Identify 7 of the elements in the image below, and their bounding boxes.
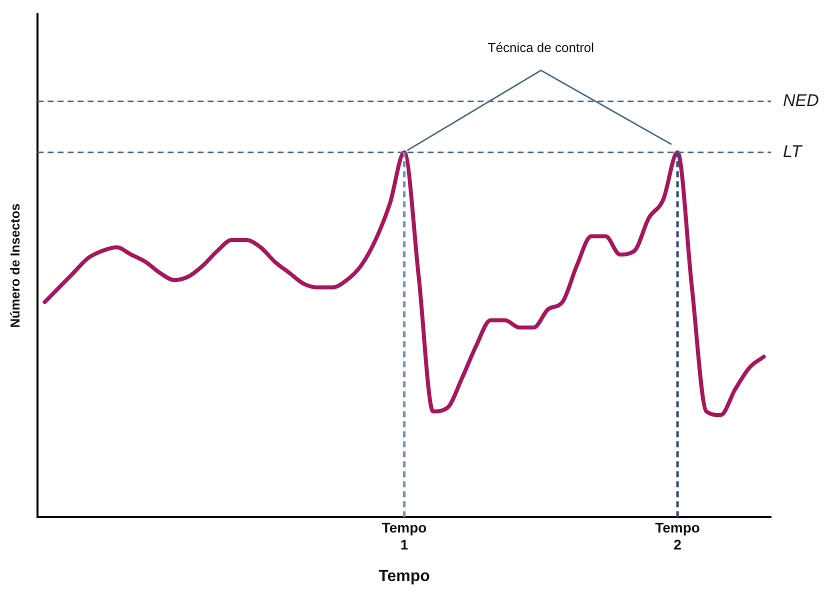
ref-line-label: LT xyxy=(783,142,804,162)
x-tick-label: Tempo 1 xyxy=(382,519,427,552)
x-axis-title: Tempo xyxy=(378,568,430,585)
y-axis-title: Número de Insectos xyxy=(7,203,22,328)
x-tick-label: Tempo 2 xyxy=(655,519,700,552)
text: Técnica de control xyxy=(488,40,594,55)
ref-line-label: NED xyxy=(783,91,819,110)
